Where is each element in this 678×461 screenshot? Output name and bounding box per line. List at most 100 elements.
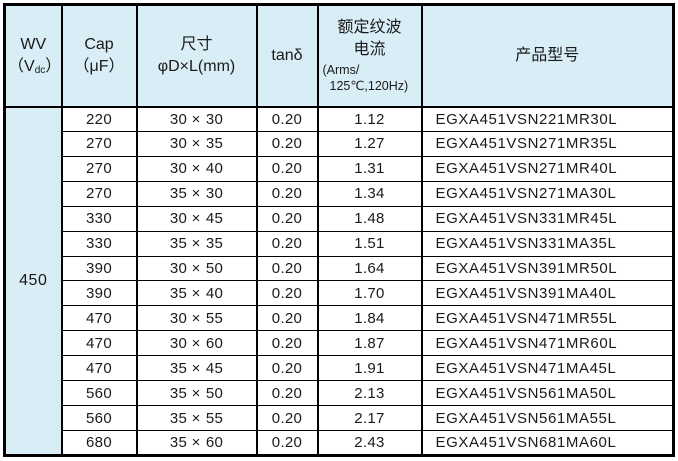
table-header: WV （Vdc） Cap （μF） 尺寸 φD×L(mm) tanδ 额定纹波 … bbox=[4, 4, 674, 108]
cell-tand: 0.20 bbox=[255, 405, 319, 431]
header-cap-line2: （μF） bbox=[73, 57, 125, 75]
cell-ripple: 1.27 bbox=[316, 130, 423, 157]
header-ripple: 额定纹波 电流 (Arms/125℃,120Hz) bbox=[316, 4, 423, 108]
cell-size: 35 × 55 bbox=[135, 405, 258, 431]
cell-cap: 560 bbox=[60, 405, 138, 431]
cell-size: 30 × 30 bbox=[135, 106, 258, 132]
table-body: 450 220 30 × 30 0.20 1.12 EGXA451VSN221MR30L 2… bbox=[4, 106, 674, 457]
cell-cap: 220 bbox=[60, 106, 138, 132]
cell-ripple: 1.34 bbox=[316, 180, 423, 207]
cell-tand: 0.20 bbox=[255, 155, 319, 182]
cell-size: 30 × 60 bbox=[135, 330, 258, 357]
cell-size: 30 × 35 bbox=[135, 130, 258, 157]
cell-tand: 0.20 bbox=[255, 330, 319, 357]
cell-cap: 560 bbox=[60, 380, 138, 407]
cell-part: EGXA451VSN271MR35L bbox=[420, 130, 674, 157]
table-row: 470 35 × 45 0.20 1.91 EGXA451VSN471MA45L bbox=[5, 355, 674, 382]
table-row: 330 35 × 35 0.20 1.51 EGXA451VSN331MA35L bbox=[5, 230, 674, 257]
cell-cap: 390 bbox=[60, 280, 138, 307]
header-size: 尺寸 φD×L(mm) bbox=[135, 4, 258, 108]
table-row: 450 220 30 × 30 0.20 1.12 EGXA451VSN221MR30L bbox=[4, 106, 674, 456]
header-cap-line1: Cap bbox=[84, 36, 114, 54]
header-part: 产品型号 bbox=[420, 4, 674, 108]
cell-part: EGXA451VSN271MA30L bbox=[420, 180, 674, 207]
cell-size: 30 × 45 bbox=[135, 205, 258, 232]
table-row: 560 35 × 55 0.20 2.17 EGXA451VSN561MA55L bbox=[5, 405, 674, 431]
cell-tand: 0.20 bbox=[255, 380, 319, 407]
cell-tand: 0.20 bbox=[255, 255, 319, 282]
cell-size: 35 × 45 bbox=[135, 355, 258, 382]
cell-cap: 680 bbox=[60, 429, 138, 457]
header-size-line2: φD×L(mm) bbox=[157, 57, 236, 75]
cell-tand: 0.20 bbox=[255, 429, 319, 457]
cell-tand: 0.20 bbox=[255, 205, 319, 232]
cell-tand: 0.20 bbox=[255, 106, 319, 132]
cell-size: 35 × 35 bbox=[135, 230, 258, 257]
cell-cap: 330 bbox=[60, 230, 138, 257]
table-row: 390 35 × 40 0.20 1.70 EGXA451VSN391MA40L bbox=[5, 280, 674, 307]
capacitor-spec-table: WV （Vdc） Cap （μF） 尺寸 φD×L(mm) tanδ 额定纹波 … bbox=[3, 3, 675, 457]
cell-tand: 0.20 bbox=[255, 180, 319, 207]
cell-size: 30 × 40 bbox=[135, 155, 258, 182]
table-row: 270 30 × 35 0.20 1.27 EGXA451VSN271MR35L bbox=[5, 130, 674, 157]
header-tand-label: tanδ bbox=[271, 46, 303, 64]
cell-size: 35 × 40 bbox=[135, 280, 258, 307]
header-size-line1: 尺寸 bbox=[180, 36, 213, 54]
table-row: 470 30 × 60 0.20 1.87 EGXA451VSN471MR60L bbox=[5, 330, 674, 357]
cell-ripple: 1.51 bbox=[316, 230, 423, 257]
cell-ripple: 2.13 bbox=[316, 380, 423, 407]
cell-tand: 0.20 bbox=[255, 280, 319, 307]
header-wv-line1: WV bbox=[20, 36, 47, 54]
cell-tand: 0.20 bbox=[255, 355, 319, 382]
cell-ripple: 2.17 bbox=[316, 405, 423, 431]
cell-ripple: 1.91 bbox=[316, 355, 423, 382]
header-wv-line2: （Vdc） bbox=[8, 57, 62, 76]
cell-cap: 270 bbox=[60, 180, 138, 207]
table-row: 330 30 × 45 0.20 1.48 EGXA451VSN331MR45L bbox=[5, 205, 674, 232]
cell-cap: 470 bbox=[60, 355, 138, 382]
cell-part: EGXA451VSN471MR55L bbox=[420, 305, 674, 332]
header-cap: Cap （μF） bbox=[60, 4, 138, 108]
header-wv: WV （Vdc） bbox=[4, 4, 63, 108]
cell-ripple: 1.12 bbox=[316, 106, 423, 132]
cell-ripple: 1.48 bbox=[316, 205, 423, 232]
cell-ripple: 1.64 bbox=[316, 255, 423, 282]
cell-part: EGXA451VSN471MA45L bbox=[420, 355, 674, 382]
cell-part: EGXA451VSN471MR60L bbox=[420, 330, 674, 357]
cell-tand: 0.20 bbox=[255, 130, 319, 157]
cell-part: EGXA451VSN271MR40L bbox=[420, 155, 674, 182]
cell-part: EGXA451VSN331MA35L bbox=[420, 230, 674, 257]
cell-ripple: 1.70 bbox=[316, 280, 423, 307]
cell-ripple: 2.43 bbox=[316, 429, 423, 457]
cell-cap: 270 bbox=[60, 130, 138, 157]
cell-part: EGXA451VSN391MA40L bbox=[420, 280, 674, 307]
cell-size: 35 × 30 bbox=[135, 180, 258, 207]
table-row: 270 30 × 40 0.20 1.31 EGXA451VSN271MR40L bbox=[5, 155, 674, 182]
cell-cap: 470 bbox=[60, 330, 138, 357]
cell-tand: 0.20 bbox=[255, 230, 319, 257]
header-ripple-line1: 额定纹波 bbox=[337, 19, 402, 37]
cell-part: EGXA451VSN561MA50L bbox=[420, 380, 674, 407]
cell-part: EGXA451VSN681MA60L bbox=[420, 429, 674, 457]
table-row: 390 30 × 50 0.20 1.64 EGXA451VSN391MR50L bbox=[5, 255, 674, 282]
cell-size: 35 × 60 bbox=[135, 429, 258, 457]
header-ripple-conditions: (Arms/125℃,120Hz) bbox=[322, 62, 409, 93]
cell-tand: 0.20 bbox=[255, 305, 319, 332]
cell-cap: 390 bbox=[60, 255, 138, 282]
header-ripple-line2: 电流 bbox=[353, 41, 386, 58]
cell-part: EGXA451VSN221MR30L bbox=[420, 106, 674, 132]
cell-part: EGXA451VSN561MA55L bbox=[420, 405, 674, 431]
cell-size: 30 × 55 bbox=[135, 305, 258, 332]
cell-cap: 470 bbox=[60, 305, 138, 332]
cell-size: 30 × 50 bbox=[135, 255, 258, 282]
cell-size: 35 × 50 bbox=[135, 380, 258, 407]
table-row: 270 35 × 30 0.20 1.34 EGXA451VSN271MA30L bbox=[5, 180, 674, 207]
table-row: 680 35 × 60 0.20 2.43 EGXA451VSN681MA60L bbox=[5, 429, 674, 457]
header-part-label: 产品型号 bbox=[515, 46, 580, 64]
cell-cap: 270 bbox=[60, 155, 138, 182]
table-row: 470 30 × 55 0.20 1.84 EGXA451VSN471MR55L bbox=[5, 305, 674, 332]
cell-ripple: 1.87 bbox=[316, 330, 423, 357]
cell-ripple: 1.31 bbox=[316, 155, 423, 182]
cell-part: EGXA451VSN331MR45L bbox=[420, 205, 674, 232]
header-tand: tanδ bbox=[255, 4, 319, 108]
